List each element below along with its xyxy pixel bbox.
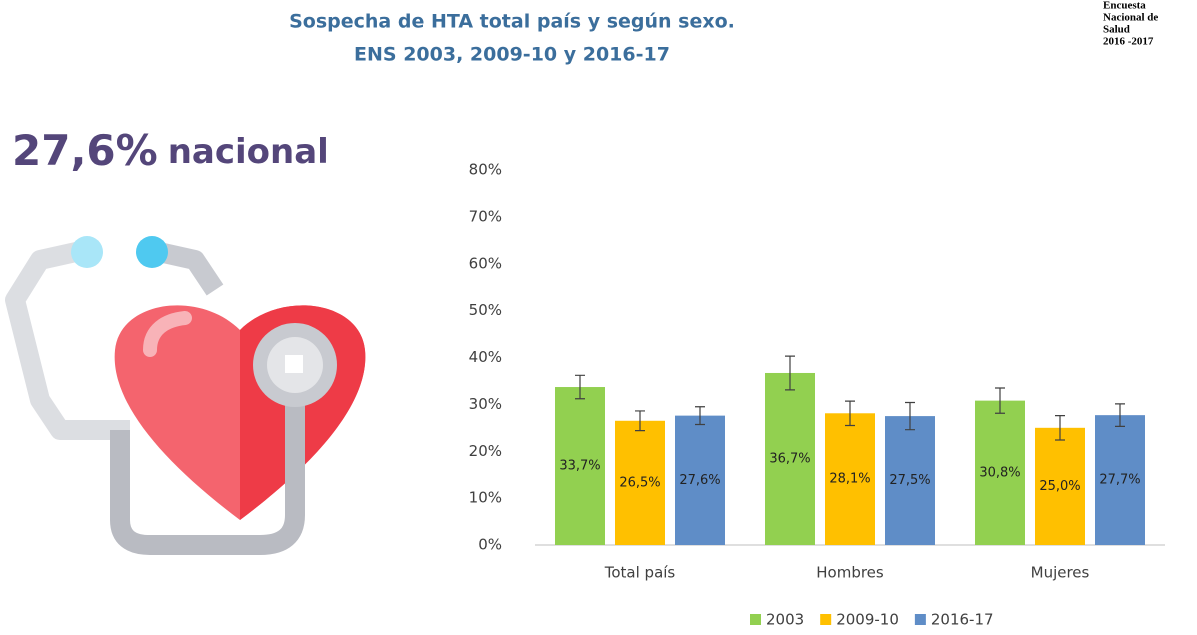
y-tick-label: 70% xyxy=(469,207,502,225)
bar xyxy=(825,413,875,545)
legend-label: 2009-10 xyxy=(836,611,899,629)
logo-line: Nacional de xyxy=(1103,12,1158,24)
subtitle: ENS 2003, 2009-10 y 2016-17 xyxy=(354,44,670,66)
error-bar xyxy=(845,400,855,427)
error-bar xyxy=(575,374,585,400)
error-bar xyxy=(635,410,645,432)
x-tick-label: Hombres xyxy=(816,564,884,582)
y-tick-label: 10% xyxy=(469,489,502,507)
bar xyxy=(555,387,605,545)
headline-text: nacional xyxy=(168,132,329,172)
logo-line: 2016 -2017 xyxy=(1103,36,1154,48)
headline-figure: 27,6% xyxy=(12,126,158,175)
error-bar xyxy=(1055,415,1065,441)
logo: Encuesta Nacional de Salud 2016 -2017 xyxy=(1103,0,1158,48)
legend-swatch xyxy=(820,614,832,625)
data-label: 26,5% xyxy=(619,475,660,490)
y-tick-label: 30% xyxy=(469,395,502,413)
data-label: 28,1% xyxy=(829,472,870,487)
data-label: 27,5% xyxy=(889,473,930,488)
logo-line: Encuesta xyxy=(1103,0,1146,12)
data-label: 25,0% xyxy=(1039,479,1080,494)
legend-label: 2003 xyxy=(766,611,804,629)
bar xyxy=(765,372,815,545)
logo-line: Salud xyxy=(1103,24,1130,36)
y-tick-label: 0% xyxy=(478,536,502,554)
bar xyxy=(1095,415,1145,545)
error-bar xyxy=(1115,403,1125,428)
bar xyxy=(1035,427,1085,545)
title: Sospecha de HTA total país y según sexo. xyxy=(289,11,735,33)
headline: 27,6% nacional xyxy=(12,126,329,175)
data-label: 36,7% xyxy=(769,451,810,466)
y-tick-label: 40% xyxy=(469,348,502,366)
x-tick-label: Total país xyxy=(604,564,676,582)
x-tick-label: Mujeres xyxy=(1031,564,1090,582)
error-bar xyxy=(785,355,795,391)
bar xyxy=(885,416,935,545)
error-bar xyxy=(695,406,705,426)
heart-illustration xyxy=(5,236,366,555)
error-bar xyxy=(905,401,915,431)
error-bar xyxy=(995,387,1005,414)
data-label: 30,8% xyxy=(979,465,1020,480)
y-tick-label: 60% xyxy=(469,254,502,272)
data-label: 27,7% xyxy=(1099,473,1140,488)
bar xyxy=(975,400,1025,545)
y-tick-label: 20% xyxy=(469,442,502,460)
legend-swatch xyxy=(750,614,761,625)
y-tick-label: 50% xyxy=(469,301,502,319)
bar xyxy=(675,415,725,545)
data-label: 27,6% xyxy=(679,473,720,488)
legend-label: 2016-17 xyxy=(931,611,994,629)
legend-swatch xyxy=(914,614,926,625)
bar xyxy=(615,420,665,545)
data-label: 33,7% xyxy=(559,459,600,474)
y-tick-label: 80% xyxy=(469,161,502,179)
